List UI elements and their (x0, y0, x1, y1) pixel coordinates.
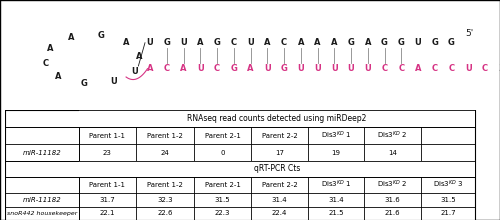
Text: Parent 1-1: Parent 1-1 (90, 182, 126, 188)
Text: G: G (348, 38, 354, 47)
Text: U: U (465, 64, 471, 73)
Text: C: C (432, 64, 438, 73)
Text: Parent 2-2: Parent 2-2 (262, 182, 298, 188)
Text: U: U (197, 64, 203, 73)
Text: miR-11182: miR-11182 (22, 197, 61, 203)
Text: U: U (247, 38, 254, 47)
Text: A: A (331, 38, 338, 47)
Text: C: C (281, 38, 287, 47)
Text: 0: 0 (220, 150, 225, 156)
Text: G: G (381, 38, 388, 47)
Text: G: G (280, 64, 287, 73)
Bar (79, 110, 475, 127)
Text: A: A (197, 38, 203, 47)
Text: U: U (348, 64, 354, 73)
Text: Dis3$^{KD}$ 2: Dis3$^{KD}$ 2 (377, 130, 408, 141)
Text: 22.6: 22.6 (158, 210, 173, 216)
Text: 31.5: 31.5 (214, 197, 230, 203)
Text: A: A (364, 38, 371, 47)
Text: 31.6: 31.6 (384, 197, 400, 203)
Text: 23: 23 (103, 150, 112, 156)
Text: U: U (264, 64, 270, 73)
Text: U: U (180, 38, 187, 47)
Text: G: G (81, 79, 87, 88)
Text: U: U (414, 38, 422, 47)
Text: U: U (298, 64, 304, 73)
Text: 5': 5' (465, 29, 473, 38)
Text: U: U (364, 64, 371, 73)
Text: miR-11182: miR-11182 (22, 150, 61, 156)
Text: G: G (230, 64, 237, 73)
Text: 22.1: 22.1 (100, 210, 115, 216)
Text: Parent 1-2: Parent 1-2 (148, 133, 183, 139)
Text: U: U (110, 77, 116, 86)
Text: 22.4: 22.4 (272, 210, 287, 216)
Text: 32.3: 32.3 (158, 197, 173, 203)
Text: U: U (314, 64, 321, 73)
Text: G: G (398, 38, 404, 47)
Text: Parent 2-1: Parent 2-1 (204, 133, 240, 139)
Text: 31.5: 31.5 (440, 197, 456, 203)
Text: Dis3$^{KD}$ 2: Dis3$^{KD}$ 2 (377, 179, 408, 191)
Text: A: A (68, 33, 75, 42)
Text: C: C (448, 64, 454, 73)
Text: C: C (164, 64, 170, 73)
Text: C: C (482, 64, 488, 73)
Text: G: G (98, 31, 104, 40)
Text: G: G (432, 38, 438, 47)
Text: A: A (124, 38, 130, 47)
Text: 21.5: 21.5 (328, 210, 344, 216)
Text: Parent 1-2: Parent 1-2 (148, 182, 183, 188)
Text: A: A (314, 38, 321, 47)
Text: 21.7: 21.7 (440, 210, 456, 216)
Text: 3': 3' (498, 64, 500, 73)
Text: Parent 2-2: Parent 2-2 (262, 133, 298, 139)
Text: C: C (214, 64, 220, 73)
Text: Parent 2-1: Parent 2-1 (204, 182, 240, 188)
Text: C: C (230, 38, 237, 47)
Text: G: G (448, 38, 455, 47)
Text: A: A (48, 44, 54, 53)
Text: 31.4: 31.4 (328, 197, 344, 203)
Text: A: A (180, 64, 187, 73)
Text: Dis3$^{KD}$ 1: Dis3$^{KD}$ 1 (320, 179, 352, 191)
Text: 14: 14 (388, 150, 397, 156)
Text: A: A (55, 72, 62, 81)
Text: Dis3$^{KD}$ 3: Dis3$^{KD}$ 3 (432, 179, 464, 191)
Text: 19: 19 (332, 150, 340, 156)
Text: 21.6: 21.6 (384, 210, 400, 216)
Text: C: C (42, 59, 48, 68)
Text: Dis3$^{KD}$ 1: Dis3$^{KD}$ 1 (320, 130, 352, 141)
Text: U: U (131, 67, 138, 76)
Text: A: A (415, 64, 421, 73)
Text: A: A (147, 64, 153, 73)
Text: 31.4: 31.4 (272, 197, 287, 203)
Text: 22.3: 22.3 (215, 210, 230, 216)
Text: A: A (298, 38, 304, 47)
Text: Parent 1-1: Parent 1-1 (90, 133, 126, 139)
Text: 31.7: 31.7 (100, 197, 116, 203)
Text: A: A (264, 38, 270, 47)
Text: G: G (164, 38, 170, 47)
Text: snoR442 housekeeper: snoR442 housekeeper (6, 211, 77, 216)
Text: RNAseq read counts detected using miRDeep2: RNAseq read counts detected using miRDee… (188, 114, 366, 123)
Bar (79, 161, 475, 176)
Text: qRT-PCR Cts: qRT-PCR Cts (254, 164, 300, 173)
Text: G: G (214, 38, 220, 47)
Text: U: U (331, 64, 338, 73)
Text: U: U (146, 38, 154, 47)
Text: 17: 17 (275, 150, 284, 156)
Text: C: C (398, 64, 404, 73)
Text: A: A (247, 64, 254, 73)
Text: A: A (136, 52, 143, 61)
Text: 24: 24 (161, 150, 170, 156)
Text: C: C (382, 64, 388, 73)
